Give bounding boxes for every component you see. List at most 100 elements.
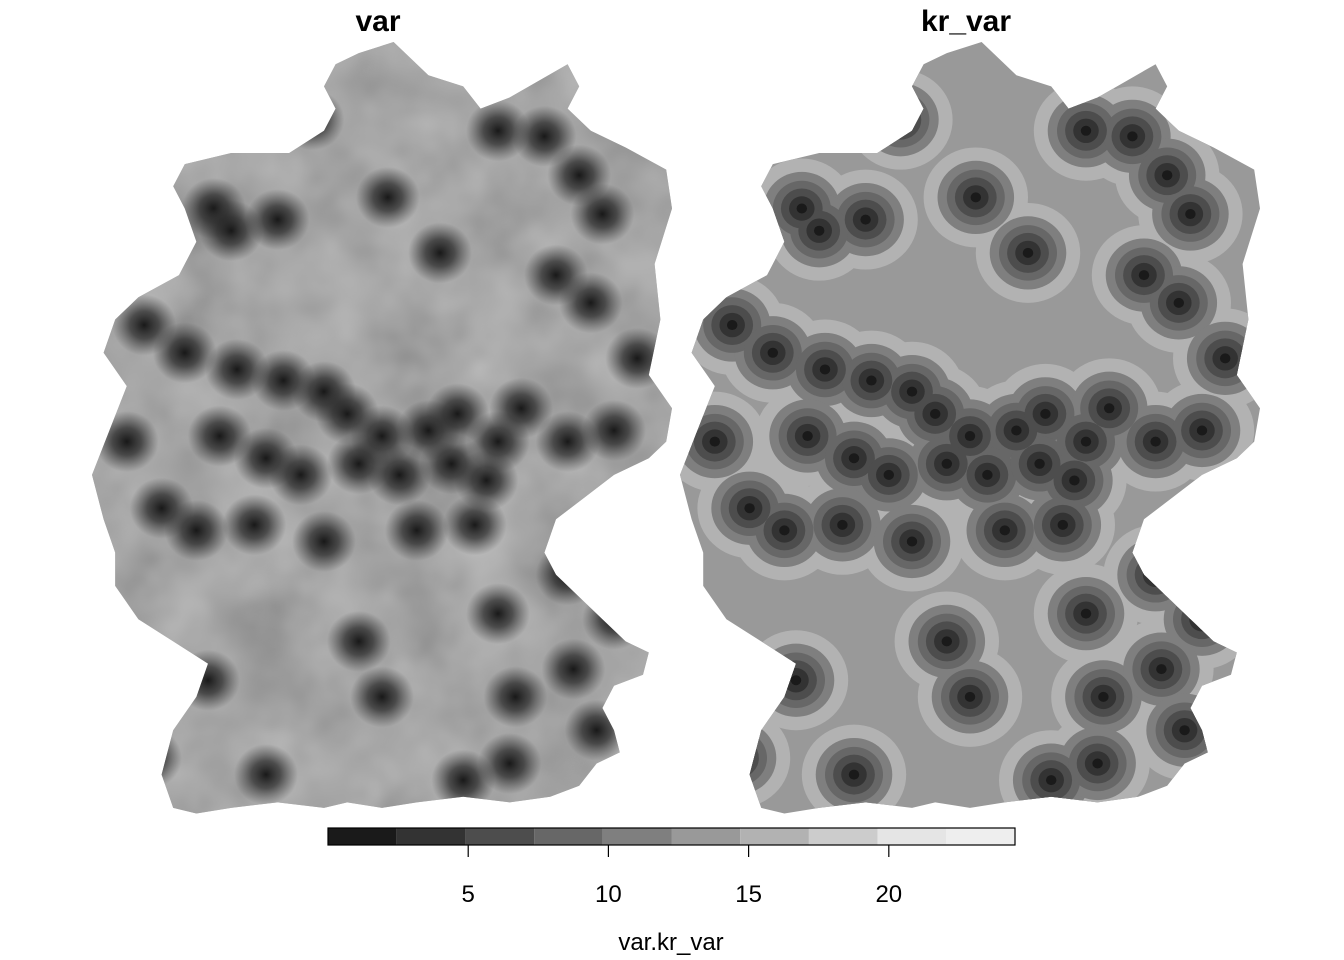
station-contour-ring (887, 107, 914, 132)
station-hotspot (442, 494, 507, 556)
station-hotspot (176, 649, 240, 711)
station-hotspot (535, 544, 600, 606)
station-hotspot (541, 638, 606, 700)
station-hotspot (164, 499, 229, 561)
station-contour-ring (1196, 614, 1208, 625)
station-contour-ring (964, 431, 976, 442)
legend-tick-label: 20 (875, 881, 902, 908)
station-hotspot (605, 327, 670, 389)
legend-tick-label: 10 (595, 881, 622, 908)
station-contour-ring (999, 525, 1011, 536)
color-legend: 5 10 15 20 var.kr_var (327, 827, 1016, 956)
station-hotspot (570, 183, 635, 245)
station-contour-ring (879, 99, 922, 140)
station-hotspot (582, 399, 646, 462)
station-contour-ring (732, 752, 744, 763)
station-contour-ring (1150, 569, 1161, 580)
station-contour-ring (1045, 775, 1057, 786)
legend-bin (877, 828, 947, 845)
station-hotspot (466, 100, 530, 162)
station-contour-ring (883, 469, 895, 480)
station-contour-ring (744, 503, 755, 514)
legend-border (327, 827, 1016, 846)
station-contour-ring (1011, 425, 1022, 436)
station-hotspot (558, 272, 623, 334)
station-hotspot (268, 444, 333, 506)
station-contour-ring (1103, 403, 1115, 414)
station-contour-ring (1156, 664, 1167, 675)
station-contour-ring (1161, 170, 1173, 181)
station-contour-ring (1219, 353, 1231, 364)
station-contour-ring (767, 347, 779, 358)
station-contour-ring (1040, 408, 1051, 419)
station-hotspot (152, 322, 217, 384)
station-contour-ring (1092, 758, 1103, 769)
station-contour-ring (1142, 562, 1169, 588)
station-contour-ring (779, 525, 790, 536)
legend-bin (671, 828, 741, 845)
station-contour-ring (813, 225, 825, 236)
station-contour-ring (970, 192, 982, 203)
panel-title-kr-var: kr_var (921, 5, 1011, 38)
station-contour-ring (1196, 425, 1208, 436)
station-contour-ring (929, 408, 941, 419)
station-contour-ring (1185, 209, 1196, 220)
station-hotspot (350, 666, 414, 728)
legend-title: var.kr_var (618, 929, 723, 956)
station-contour-ring (1150, 436, 1161, 447)
panel-title-var: var (355, 5, 400, 38)
station-contour-ring (1069, 475, 1080, 486)
map-panel-kr-var (680, 42, 1261, 814)
legend-bin (946, 828, 1015, 845)
legend-tick-label: 5 (462, 881, 475, 908)
legend-ticks: 5 10 15 20 (462, 845, 902, 908)
map-panel-var (92, 42, 672, 814)
station-contour-ring (906, 386, 918, 397)
station-hotspot (466, 583, 530, 645)
legend-tick-label: 15 (735, 881, 762, 908)
station-contour-ring (796, 203, 808, 214)
station-contour-ring (906, 536, 918, 547)
kr-var-station-contours (680, 69, 1261, 814)
station-contour-ring (1181, 599, 1223, 640)
legend-bin (534, 828, 603, 845)
station-hotspot (477, 732, 542, 795)
station-contour-ring (1057, 519, 1069, 530)
station-contour-ring (1134, 554, 1177, 595)
station-hotspot (384, 499, 449, 561)
station-hotspot (222, 494, 287, 556)
station-contour-ring (1179, 725, 1190, 736)
legend-color-bins (328, 828, 1015, 845)
station-hotspot (582, 588, 646, 650)
station-hotspot (118, 727, 182, 789)
station-contour-ring (866, 375, 877, 386)
station-contour-ring (1034, 458, 1045, 469)
station-contour-ring (1098, 691, 1109, 702)
legend-bin (808, 828, 878, 845)
station-contour-ring (964, 691, 976, 702)
station-hotspot (564, 699, 629, 761)
station-hotspot (199, 200, 264, 262)
legend-bin (740, 828, 809, 845)
station-contour-ring (941, 636, 953, 647)
station-hotspot (408, 222, 472, 284)
station-contour-ring (837, 519, 848, 530)
station-contour-ring (1080, 436, 1092, 447)
station-contour-ring (982, 469, 993, 480)
station-hotspot (292, 510, 356, 573)
station-contour-ring (860, 214, 871, 225)
station-contour-ring (1080, 125, 1092, 136)
legend-bin (396, 828, 466, 845)
station-contour-ring (1173, 297, 1185, 308)
station-hotspot (483, 666, 548, 728)
station-contour-ring (941, 458, 953, 469)
station-contour-ring (1022, 247, 1034, 258)
station-hotspot (280, 89, 345, 151)
var-station-hotspots (94, 89, 670, 811)
station-contour-ring (709, 436, 721, 447)
station-contour-ring (725, 745, 751, 771)
station-contour-ring (802, 431, 813, 442)
station-contour-ring (848, 453, 860, 464)
station-contour-ring (1138, 270, 1150, 281)
